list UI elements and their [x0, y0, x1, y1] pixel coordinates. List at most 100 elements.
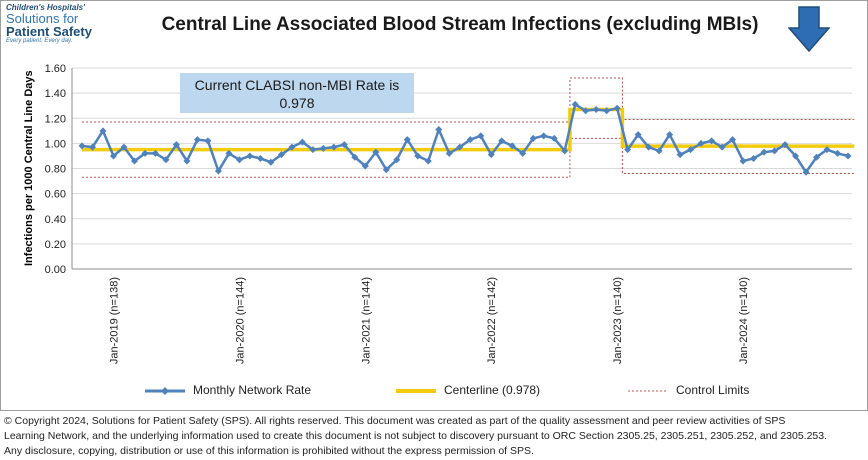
data-point: [813, 153, 821, 161]
data-point: [561, 147, 569, 155]
x-tick-label: Jan-2021 (n=144): [360, 277, 372, 364]
data-point: [823, 146, 831, 154]
data-point: [130, 157, 138, 165]
grid-lines: [71, 67, 852, 270]
data-point: [78, 142, 86, 150]
data-point: [267, 158, 275, 166]
logo-line-3: Patient Safety: [6, 24, 92, 39]
data-point: [666, 131, 674, 139]
data-point: [466, 136, 474, 144]
data-point: [582, 107, 590, 115]
data-point: [403, 136, 411, 144]
data-point: [718, 143, 726, 151]
data-point: [414, 152, 422, 160]
data-point: [708, 137, 716, 145]
data-point: [802, 168, 810, 176]
callout-line-2: 0.978: [279, 95, 315, 111]
data-point: [613, 104, 621, 112]
data-point: [330, 143, 338, 151]
legend-series-swatch: [145, 386, 185, 395]
logo-line-4: Every patient. Every day.: [6, 38, 73, 44]
data-point: [361, 162, 369, 170]
data-point: [655, 147, 663, 155]
y-tick-label: 1.20: [45, 113, 66, 125]
data-point: [88, 143, 96, 151]
y-tick-label: 0.20: [45, 239, 66, 251]
data-point: [372, 148, 380, 156]
footer-line-3: Any disclosure, copying, distribution or…: [4, 445, 534, 457]
data-point: [141, 149, 149, 157]
down-arrow-shape: [788, 6, 830, 52]
legend-series: Monthly Network Rate: [145, 383, 311, 397]
data-point: [435, 126, 443, 134]
data-point: [508, 142, 516, 150]
sps-logo: Children's Hospitals' Solutions for Pati…: [6, 3, 118, 45]
x-tick-label: Jan-2022 (n=142): [486, 277, 498, 364]
logo-line-2: Solutions for: [6, 11, 79, 26]
data-point: [246, 152, 254, 160]
legend-limits-label: Control Limits: [676, 383, 750, 397]
data-point: [697, 139, 705, 147]
x-tick-labels: Jan-2019 (n=138) Jan-2020 (n=144) Jan-2021…: [108, 277, 750, 364]
data-point: [529, 134, 537, 142]
data-point: [298, 138, 306, 146]
x-tick-label: Jan-2019 (n=138): [108, 277, 120, 364]
data-point: [235, 156, 243, 164]
legend-centerline-label: Centerline (0.978): [444, 383, 541, 397]
data-point: [624, 146, 632, 154]
data-point: [214, 167, 222, 175]
data-point: [739, 157, 747, 165]
data-point: [571, 100, 579, 108]
data-point: [109, 152, 117, 160]
data-point: [382, 166, 390, 174]
data-point: [351, 153, 359, 161]
data-point: [750, 154, 758, 162]
y-tick-label: 0.60: [45, 189, 66, 201]
y-tick-label: 0.80: [45, 164, 66, 176]
y-tick-labels: 0.00 0.20 0.40 0.60 0.80 1.00 1.20 1.40 1.60: [45, 63, 66, 276]
data-point: [498, 137, 506, 145]
data-point: [792, 152, 800, 160]
data-point: [393, 156, 401, 164]
upper-control-limit: [82, 77, 855, 123]
down-arrow-icon: [788, 6, 830, 52]
data-point: [781, 141, 789, 149]
legend-series-label: Monthly Network Rate: [193, 383, 312, 397]
y-tick-label: 1.60: [45, 63, 66, 75]
data-point: [162, 156, 170, 164]
data-point: [204, 137, 212, 145]
legend-limits-swatch: [628, 390, 668, 392]
callout-line-1: Current CLABSI non-MBI Rate is: [194, 77, 400, 93]
current-rate-callout: Current CLABSI non-MBI Rate is 0.978: [180, 73, 414, 113]
data-point: [540, 132, 548, 140]
y-tick-label: 1.40: [45, 88, 66, 100]
data-point: [634, 131, 642, 139]
data-point: [319, 144, 327, 152]
data-point: [477, 132, 485, 140]
data-point: [676, 151, 684, 159]
x-tick-label: Jan-2020 (n=144): [234, 277, 246, 364]
data-point: [592, 105, 600, 113]
legend-limits: Control Limits: [628, 383, 749, 397]
data-point: [687, 146, 695, 154]
data-point: [834, 149, 842, 157]
footer-line-2: Learning Network, and the underlying inf…: [4, 430, 828, 442]
logo-line-1: Children's Hospitals': [6, 3, 85, 12]
data-point: [487, 151, 495, 159]
data-point: [99, 127, 107, 135]
data-point: [340, 141, 348, 149]
data-point: [729, 136, 737, 144]
data-point: [424, 157, 432, 165]
y-tick-label: 0.40: [45, 214, 66, 226]
data-point: [288, 143, 296, 151]
data-point: [183, 157, 191, 165]
data-point: [225, 149, 233, 157]
footer-line-1: © Copyright 2024, Solutions for Patient …: [4, 415, 786, 427]
data-point: [120, 143, 128, 151]
data-point: [519, 149, 527, 157]
y-tick-label: 0.00: [45, 264, 66, 276]
data-point: [603, 107, 611, 115]
line-chart: 0.00 0.20 0.40 0.60 0.80 1.00 1.20 1.40 1.60 Jan…: [45, 63, 855, 364]
data-point: [456, 143, 464, 151]
y-tick-label: 1.00: [45, 138, 66, 150]
